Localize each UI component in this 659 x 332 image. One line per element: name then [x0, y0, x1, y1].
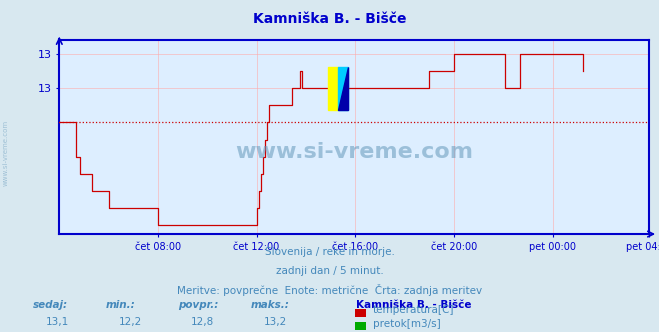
Text: -nan: -nan: [119, 330, 142, 332]
Text: Meritve: povprečne  Enote: metrične  Črta: zadnja meritev: Meritve: povprečne Enote: metrične Črta:…: [177, 284, 482, 296]
Text: pretok[m3/s]: pretok[m3/s]: [373, 319, 441, 329]
Text: -nan: -nan: [191, 330, 214, 332]
Text: www.si-vreme.com: www.si-vreme.com: [2, 120, 9, 186]
Text: -nan: -nan: [46, 330, 69, 332]
Text: -nan: -nan: [264, 330, 287, 332]
Polygon shape: [338, 67, 349, 110]
Text: zadnji dan / 5 minut.: zadnji dan / 5 minut.: [275, 266, 384, 276]
Text: min.:: min.:: [105, 300, 135, 310]
Bar: [328, 67, 338, 110]
Text: temperatura[C]: temperatura[C]: [373, 305, 455, 315]
Text: maks.:: maks.:: [250, 300, 289, 310]
Text: www.si-vreme.com: www.si-vreme.com: [235, 142, 473, 162]
Text: 12,2: 12,2: [119, 317, 142, 327]
Text: sedaj:: sedaj:: [33, 300, 68, 310]
Text: 12,8: 12,8: [191, 317, 214, 327]
Text: Slovenija / reke in morje.: Slovenija / reke in morje.: [264, 247, 395, 257]
Text: 13,1: 13,1: [46, 317, 69, 327]
Bar: [338, 67, 349, 110]
Text: Kamniška B. - Bišče: Kamniška B. - Bišče: [356, 300, 471, 310]
Text: Kamniška B. - Bišče: Kamniška B. - Bišče: [253, 12, 406, 26]
Text: 13,2: 13,2: [264, 317, 287, 327]
Text: povpr.:: povpr.:: [178, 300, 218, 310]
